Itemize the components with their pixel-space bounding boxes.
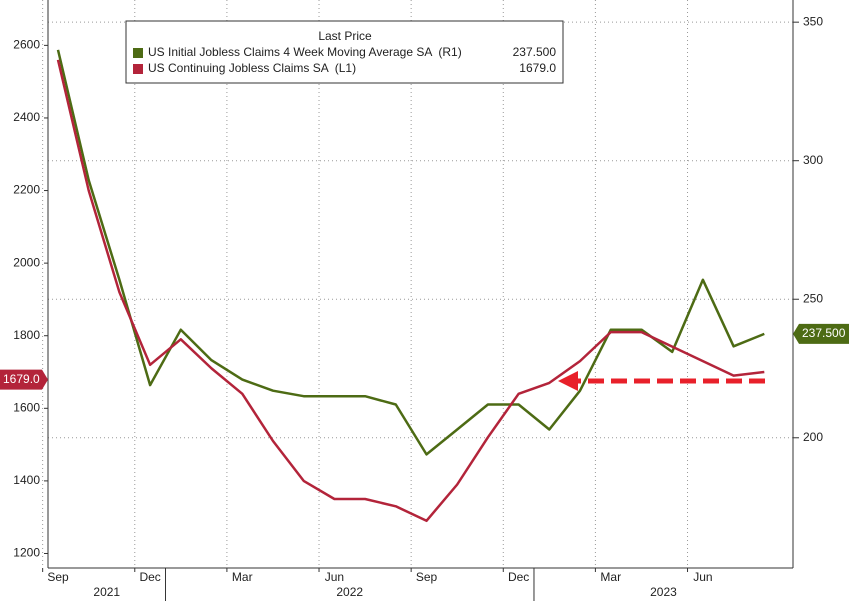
year-label: 2023 <box>650 585 677 599</box>
y-tick-label: 2000 <box>13 255 40 269</box>
x-tick-label: Sep <box>416 570 438 584</box>
y-tick-label: 1800 <box>13 328 40 342</box>
y-tick-label: 2200 <box>13 183 40 197</box>
y-tick-label: 1200 <box>13 546 40 560</box>
x-tick-label: Jun <box>325 570 344 584</box>
y2-tick-label: 300 <box>803 153 823 167</box>
legend-label: US Continuing Jobless Claims SA (L1) <box>148 61 356 75</box>
x-tick-label: Sep <box>47 570 69 584</box>
last-value-tag <box>793 323 849 344</box>
legend-swatch <box>133 48 143 58</box>
last-value-label: 237.500 <box>802 326 846 340</box>
x-tick-label: Jun <box>693 570 712 584</box>
legend-value: 237.500 <box>513 45 557 59</box>
legend-box <box>125 20 564 84</box>
x-tick-label: Dec <box>508 570 529 584</box>
y2-tick-label: 350 <box>803 14 823 28</box>
y2-tick-label: 200 <box>803 430 823 444</box>
legend-value: 1679.0 <box>519 61 556 75</box>
lines <box>56 49 765 523</box>
x-tick-label: Mar <box>232 570 253 584</box>
y-tick-label: 1600 <box>13 400 40 414</box>
x-tick-label: Mar <box>600 570 621 584</box>
y-tick-label: 2400 <box>13 110 40 124</box>
legend-swatch <box>133 64 143 74</box>
year-label: 2022 <box>336 585 363 599</box>
y-tick-label: 1400 <box>13 473 40 487</box>
last-value-tag <box>0 369 48 390</box>
year-label: 2021 <box>93 585 120 599</box>
annotation-arrow-head <box>558 371 578 391</box>
last-value-label: 1679.0 <box>3 372 40 386</box>
series-line <box>56 59 765 523</box>
plot-area <box>48 0 793 568</box>
legend: Last Price US Initial Jobless Claims 4 W… <box>125 20 564 84</box>
y-tick-label: 2600 <box>13 38 40 52</box>
legend-label: US Initial Jobless Claims 4 Week Moving … <box>148 45 462 59</box>
legend-title: Last Price <box>318 29 372 43</box>
y2-tick-label: 250 <box>803 291 823 305</box>
x-tick-label: Dec <box>139 570 160 584</box>
